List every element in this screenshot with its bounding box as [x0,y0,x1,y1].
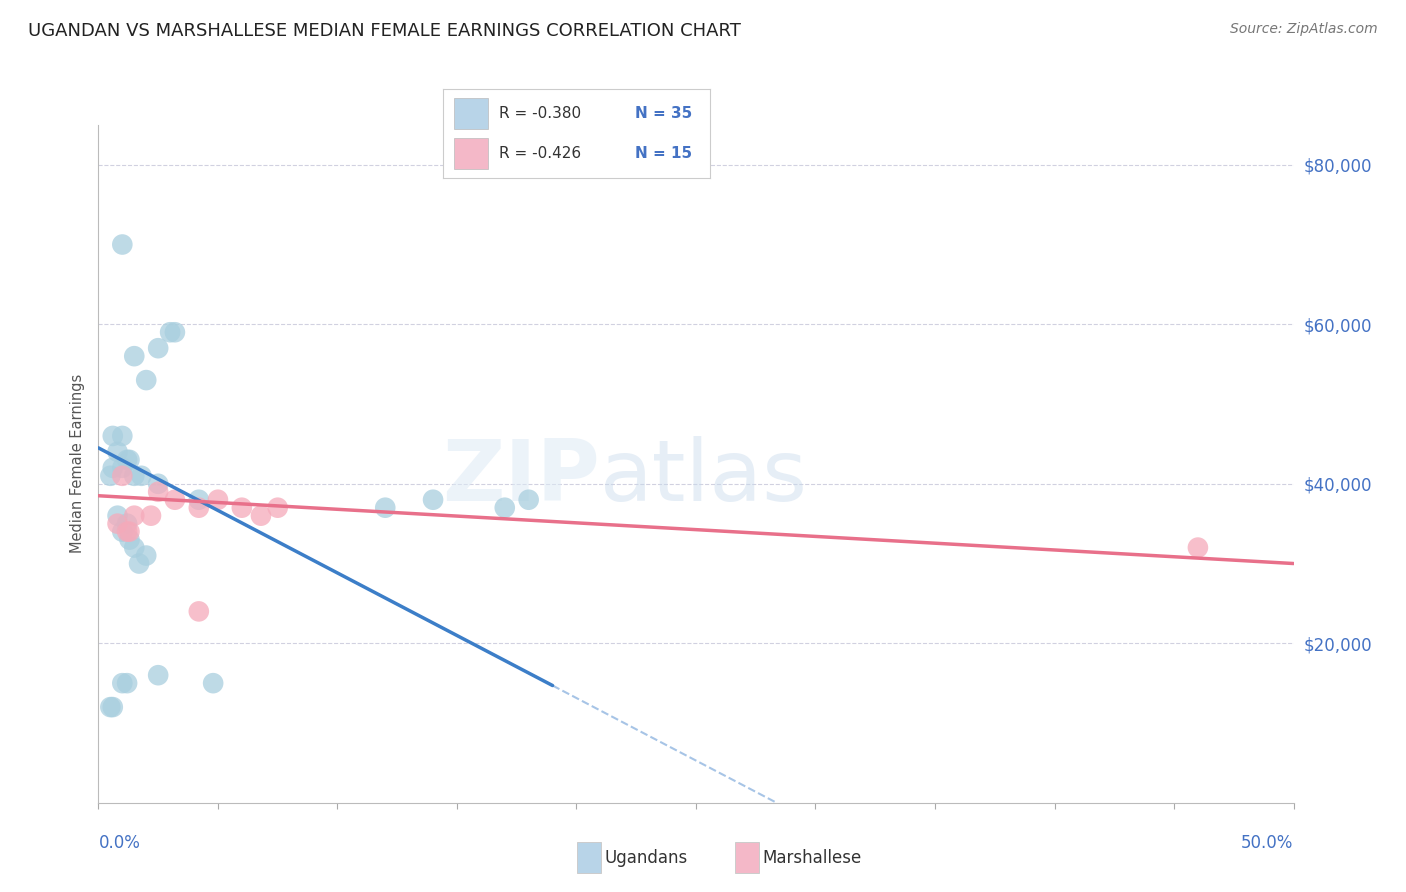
Point [118,524,141,539]
Point [118,453,141,467]
Point [115,516,138,531]
Text: Ugandans: Ugandans [605,849,688,867]
Point [159,325,181,339]
Y-axis label: Median Female Earnings: Median Female Earnings [70,375,86,553]
Text: Marshallese: Marshallese [762,849,862,867]
Point [202,676,225,690]
Point [207,492,229,507]
Point [494,500,516,515]
Point [107,508,129,523]
FancyBboxPatch shape [454,138,488,169]
Point [517,492,540,507]
Point [118,533,141,547]
Point [1187,541,1209,555]
Point [107,445,129,459]
Point [148,341,170,355]
Point [111,524,134,539]
Point [101,700,124,714]
Point [98,468,122,483]
Point [124,508,146,523]
Point [374,500,396,515]
Point [124,349,146,363]
Point [148,484,170,499]
Point [98,700,122,714]
Text: 0.0%: 0.0% [98,834,141,852]
Point [111,460,134,475]
Text: atlas: atlas [600,436,808,519]
Point [187,500,209,515]
Point [111,676,134,690]
Point [163,492,186,507]
Point [187,492,209,507]
Point [124,468,146,483]
Point [107,516,129,531]
Text: R = -0.380: R = -0.380 [499,106,581,121]
Point [124,541,146,555]
Text: ZIP: ZIP [443,436,600,519]
Point [148,476,170,491]
Point [250,508,273,523]
Text: 50.0%: 50.0% [1241,834,1294,852]
Point [267,500,290,515]
Point [139,508,162,523]
Point [128,557,150,571]
Point [111,237,134,252]
Text: R = -0.426: R = -0.426 [499,146,581,161]
Point [111,429,134,443]
Text: Source: ZipAtlas.com: Source: ZipAtlas.com [1230,22,1378,37]
Point [135,549,157,563]
FancyBboxPatch shape [454,98,488,129]
Point [148,668,170,682]
Point [135,373,157,387]
Text: UGANDAN VS MARSHALLESE MEDIAN FEMALE EARNINGS CORRELATION CHART: UGANDAN VS MARSHALLESE MEDIAN FEMALE EAR… [28,22,741,40]
Point [131,468,153,483]
Text: N = 35: N = 35 [636,106,693,121]
Point [115,676,138,690]
Point [231,500,253,515]
Point [101,460,124,475]
Point [101,429,124,443]
Point [115,453,138,467]
Point [163,325,186,339]
Point [187,604,209,618]
Point [422,492,444,507]
Point [115,524,138,539]
Point [111,468,134,483]
Text: N = 15: N = 15 [636,146,692,161]
